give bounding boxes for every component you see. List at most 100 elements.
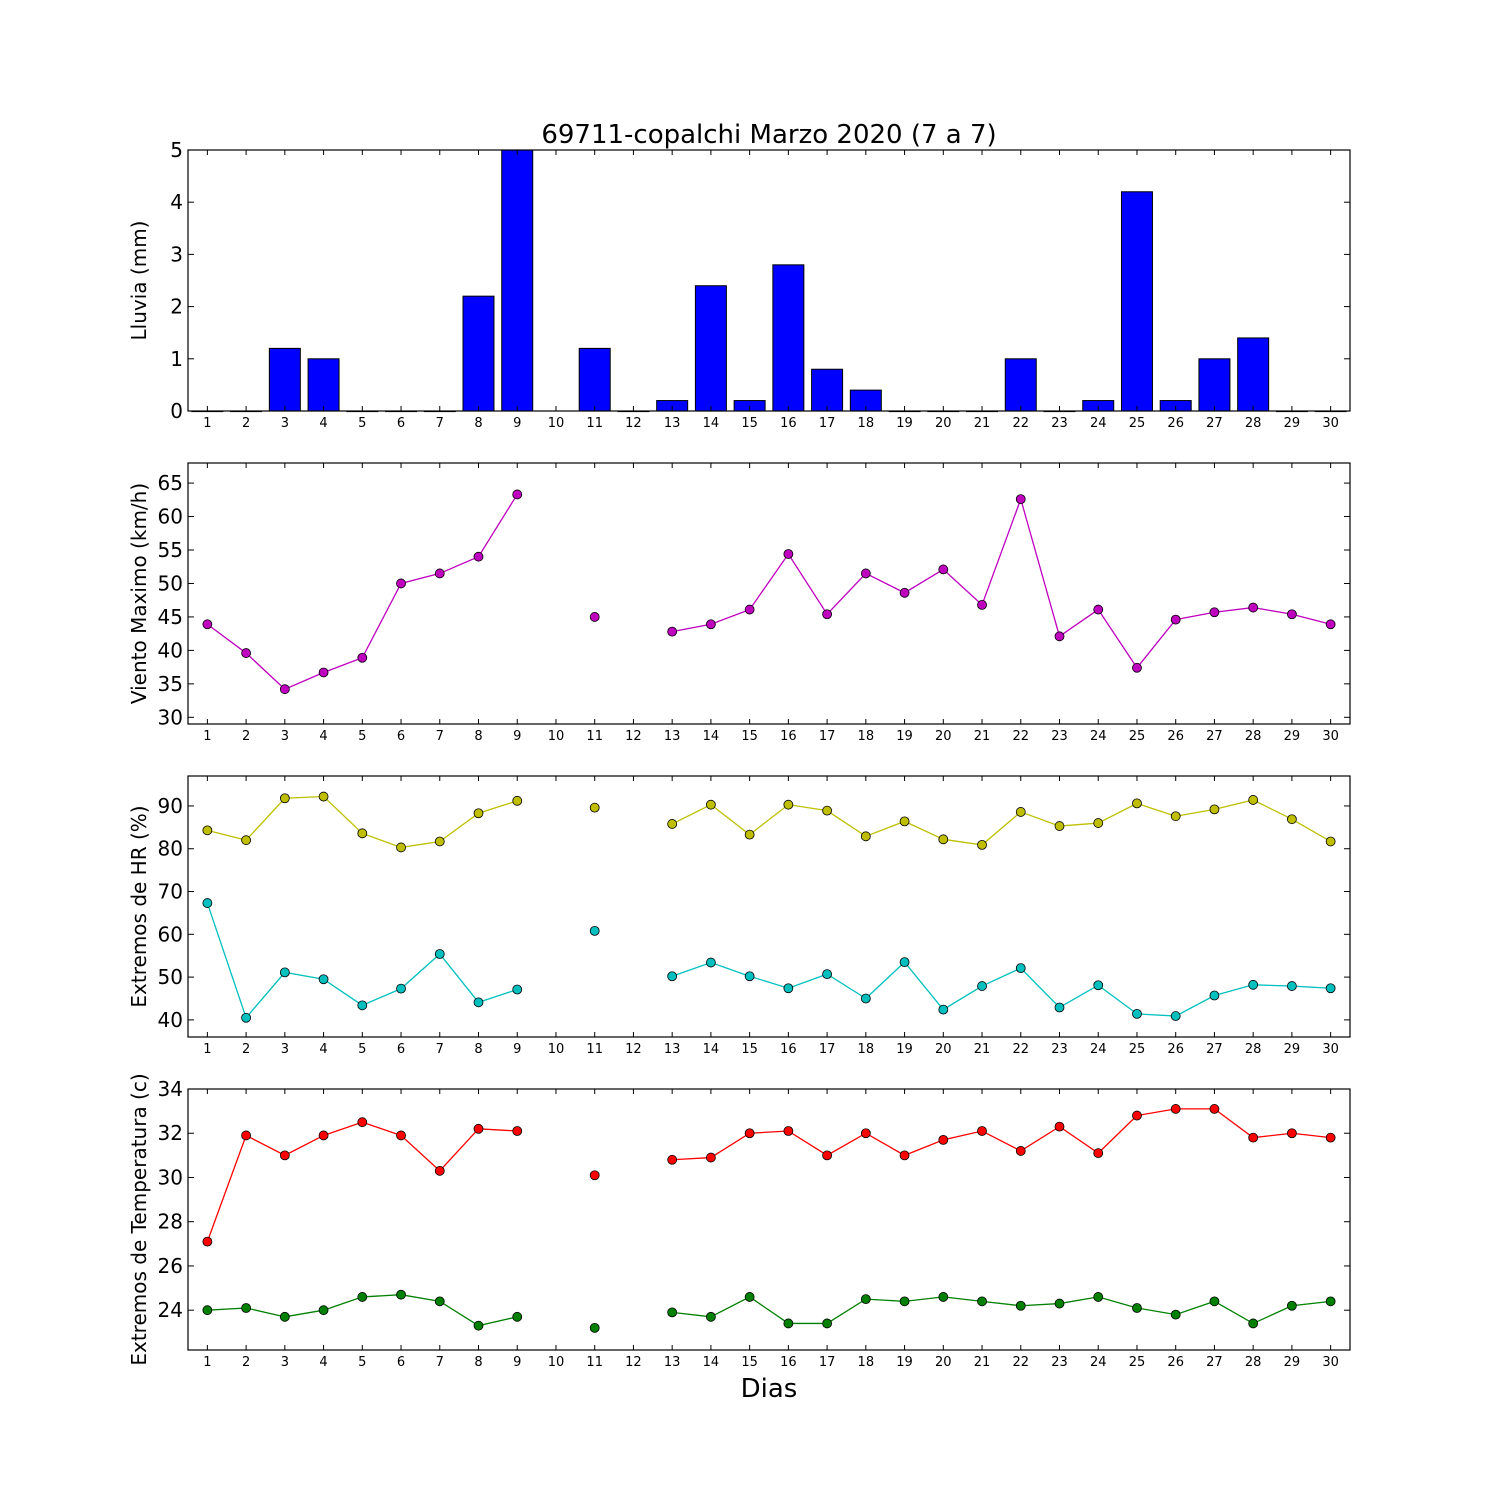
y-axis-label: Viento Maximo (km/h) bbox=[127, 483, 151, 704]
x-tick-label: 6 bbox=[397, 729, 405, 744]
x-tick-label: 6 bbox=[397, 1355, 405, 1370]
x-tick-label: 13 bbox=[664, 1042, 681, 1057]
x-tick-label: 13 bbox=[664, 729, 681, 744]
x-tick-label: 28 bbox=[1245, 1042, 1262, 1057]
point-day-6 bbox=[396, 578, 406, 589]
y-tick-label: 30 bbox=[158, 705, 183, 729]
point-day-22 bbox=[1015, 494, 1026, 505]
x-tick-label: 26 bbox=[1167, 729, 1184, 744]
series-line bbox=[671, 799, 1331, 846]
point-day-23 bbox=[1054, 631, 1065, 642]
point-day-22 bbox=[1015, 807, 1026, 817]
point-day-18 bbox=[860, 993, 871, 1004]
point-day-1 bbox=[202, 1305, 213, 1316]
plot-frame bbox=[187, 775, 1351, 1038]
series-line bbox=[672, 1108, 1331, 1161]
point-day-3 bbox=[279, 684, 290, 695]
point-day-8 bbox=[473, 1320, 484, 1331]
point-day-20 bbox=[938, 1292, 949, 1302]
x-tick-label: 12 bbox=[625, 1355, 642, 1370]
point-day-25 bbox=[1132, 1110, 1142, 1121]
point-day-3 bbox=[279, 1150, 290, 1161]
x-tick-label: 16 bbox=[780, 416, 797, 431]
x-tick-label: 5 bbox=[358, 416, 366, 431]
x-tick-label: 9 bbox=[513, 416, 521, 431]
point-day-17 bbox=[822, 609, 832, 620]
point-day-21 bbox=[977, 1126, 987, 1136]
x-tick-label: 10 bbox=[548, 416, 565, 431]
y-tick-label: 26 bbox=[158, 1254, 183, 1278]
bar-day-8 bbox=[462, 295, 495, 412]
point-day-16 bbox=[783, 1318, 794, 1329]
point-day-13 bbox=[667, 1307, 678, 1318]
x-tick-label: 25 bbox=[1129, 1355, 1146, 1370]
point-day-19 bbox=[899, 1296, 910, 1307]
point-day-14 bbox=[706, 1311, 716, 1322]
point-day-24 bbox=[1093, 604, 1104, 615]
point-day-4 bbox=[318, 1130, 329, 1141]
x-tick-label: 28 bbox=[1245, 416, 1262, 431]
point-day-26 bbox=[1170, 1104, 1181, 1114]
x-tick-label: 29 bbox=[1284, 1355, 1301, 1370]
plot-frame bbox=[187, 462, 1351, 725]
point-day-20 bbox=[938, 834, 949, 845]
bar-day-17 bbox=[811, 368, 844, 412]
x-tick-label: 20 bbox=[935, 416, 952, 431]
series-2 bbox=[202, 1289, 1336, 1333]
point-day-14 bbox=[706, 619, 716, 630]
x-tick-label: 27 bbox=[1206, 729, 1223, 744]
point-day-30 bbox=[1325, 983, 1336, 994]
point-day-2 bbox=[241, 1012, 252, 1023]
point-day-24 bbox=[1093, 818, 1104, 828]
x-tick-label: 26 bbox=[1167, 1355, 1184, 1370]
x-tick-label: 24 bbox=[1090, 1042, 1107, 1057]
point-day-30 bbox=[1325, 836, 1336, 847]
point-day-1 bbox=[202, 898, 213, 908]
y-tick-label: 34 bbox=[158, 1077, 183, 1101]
point-day-27 bbox=[1209, 990, 1220, 1001]
point-day-15 bbox=[744, 971, 755, 982]
point-day-9 bbox=[512, 795, 523, 806]
point-day-23 bbox=[1054, 1121, 1065, 1132]
x-tick-label: 30 bbox=[1322, 1042, 1339, 1057]
point-day-13 bbox=[667, 626, 678, 637]
point-day-9 bbox=[512, 984, 523, 995]
point-day-13 bbox=[667, 819, 678, 829]
x-tick-label: 19 bbox=[896, 1042, 913, 1057]
point-day-23 bbox=[1054, 1002, 1065, 1013]
point-day-3 bbox=[279, 967, 290, 978]
x-tick-label: 21 bbox=[974, 1355, 991, 1370]
x-tick-label: 9 bbox=[513, 1042, 521, 1057]
x-tick-label: 4 bbox=[319, 729, 327, 744]
y-tick-label: 24 bbox=[158, 1298, 183, 1322]
x-tick-label: 8 bbox=[474, 1355, 482, 1370]
point-day-22 bbox=[1015, 963, 1026, 974]
y-tick-label: 50 bbox=[158, 571, 183, 595]
x-tick-label: 2 bbox=[242, 729, 250, 744]
x-tick-label: 5 bbox=[358, 1355, 366, 1370]
point-day-5 bbox=[357, 652, 368, 663]
x-tick-label: 11 bbox=[586, 1042, 603, 1057]
x-tick-label: 23 bbox=[1051, 1042, 1068, 1057]
y-tick-label: 4 bbox=[170, 190, 183, 214]
bar-day-9 bbox=[501, 149, 534, 412]
x-tick-label: 7 bbox=[436, 1355, 444, 1370]
x-tick-label: 5 bbox=[358, 1042, 366, 1057]
y-tick-label: 0 bbox=[170, 399, 183, 423]
x-tick-label: 15 bbox=[741, 1355, 758, 1370]
x-tick-label: 11 bbox=[586, 416, 603, 431]
x-tick-label: 26 bbox=[1167, 1042, 1184, 1057]
point-day-26 bbox=[1170, 614, 1181, 625]
point-day-15 bbox=[744, 1128, 755, 1139]
point-day-23 bbox=[1054, 1298, 1065, 1309]
x-tick-label: 14 bbox=[703, 416, 720, 431]
x-tick-label: 21 bbox=[974, 1042, 991, 1057]
point-day-22 bbox=[1015, 1300, 1026, 1311]
point-day-14 bbox=[706, 1152, 716, 1163]
point-day-26 bbox=[1170, 811, 1181, 822]
x-axis-label: Dias bbox=[741, 1374, 798, 1404]
point-day-3 bbox=[279, 1311, 290, 1322]
x-tick-label: 29 bbox=[1284, 729, 1301, 744]
point-day-11 bbox=[589, 1322, 600, 1333]
x-tick-label: 24 bbox=[1090, 416, 1107, 431]
